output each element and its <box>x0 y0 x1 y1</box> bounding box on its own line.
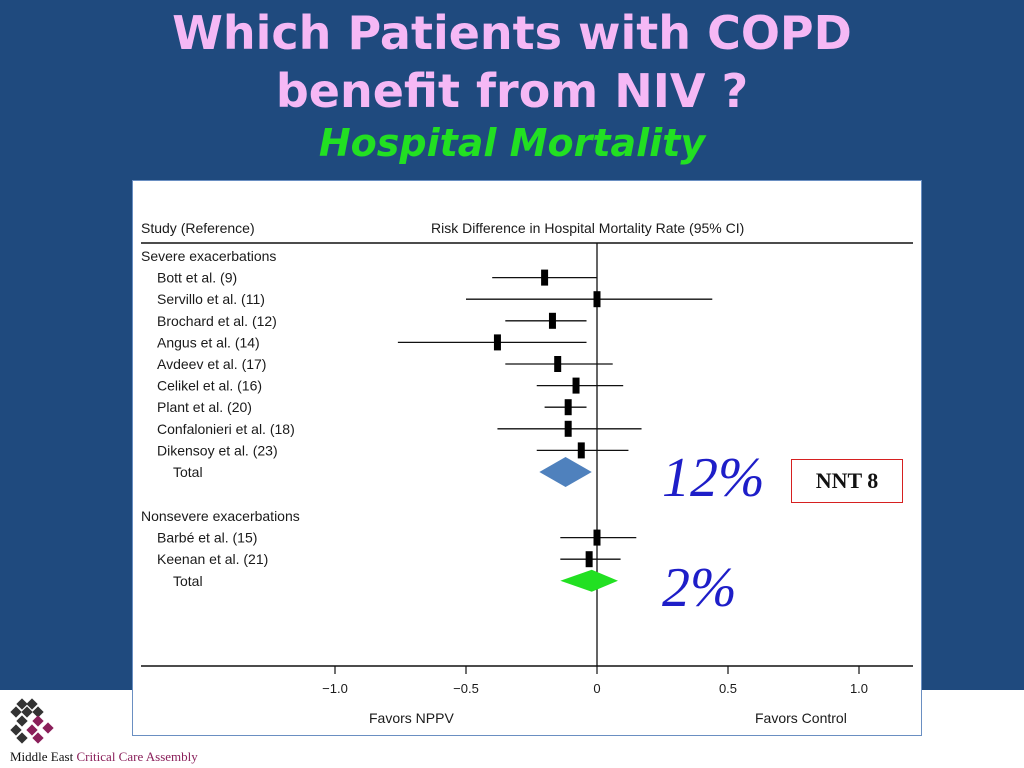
assembly-logo <box>10 698 54 744</box>
study-label: Plant et al. (20) <box>157 399 252 415</box>
forest-plot-panel: Study (Reference) Risk Difference in Hos… <box>132 180 922 736</box>
pooled-estimate-diamond <box>539 457 592 487</box>
org-name-part-2: Critical Care Assembly <box>76 749 198 764</box>
study-label: Brochard et al. (12) <box>157 313 277 329</box>
point-estimate-marker <box>564 399 572 416</box>
study-label: Bott et al. (9) <box>157 270 237 286</box>
title-block: Which Patients with COPD benefit from NI… <box>0 4 1024 166</box>
total-label: Total <box>173 464 203 480</box>
nnt-box: NNT 8 <box>791 459 903 503</box>
slide-title-line-2: benefit from NIV ? <box>275 64 749 118</box>
x-tick-label: 0 <box>593 681 600 696</box>
x-axis-ticks: −1.0 −0.5 0 0.5 1.0 <box>322 666 868 696</box>
point-estimate-marker <box>548 312 556 329</box>
point-estimate-marker <box>593 529 601 546</box>
study-label: Servillo et al. (11) <box>157 291 265 307</box>
column-header-risk-difference: Risk Difference in Hospital Mortality Ra… <box>431 220 744 236</box>
organization-name: Middle East Critical Care Assembly <box>10 749 198 765</box>
point-estimate-marker <box>577 442 585 459</box>
pooled-estimate-diamond <box>560 569 618 592</box>
slide-title-line-1: Which Patients with COPD <box>172 6 852 60</box>
study-label: Barbé et al. (15) <box>157 530 257 546</box>
org-name-part-1: Middle East <box>10 749 77 764</box>
point-estimate-marker <box>493 334 501 351</box>
x-tick-label: 0.5 <box>719 681 737 696</box>
x-label-left: Favors NPPV <box>369 710 454 726</box>
group-heading: Severe exacerbations <box>141 248 276 264</box>
study-label: Celikel et al. (16) <box>157 378 262 394</box>
slide-subtitle: Hospital Mortality <box>318 121 706 165</box>
study-label: Keenan et al. (21) <box>157 551 268 567</box>
point-estimate-marker <box>572 377 580 394</box>
study-label: Angus et al. (14) <box>157 334 260 350</box>
x-tick-label: −0.5 <box>453 681 479 696</box>
point-estimate-marker <box>585 551 593 568</box>
x-tick-label: −1.0 <box>322 681 348 696</box>
point-estimate-marker <box>554 356 562 372</box>
nonsevere-mortality-reduction: 2% <box>662 557 737 619</box>
point-estimate-marker <box>593 291 601 308</box>
group-heading: Nonsevere exacerbations <box>141 508 300 524</box>
forest-rows: Severe exacerbations Bott et al. (9) Servi… <box>141 248 713 592</box>
column-header-study: Study (Reference) <box>141 220 255 236</box>
study-label: Dikensoy et al. (23) <box>157 442 278 458</box>
point-estimate-marker <box>541 269 549 286</box>
study-label: Avdeev et al. (17) <box>157 356 266 372</box>
x-tick-label: 1.0 <box>850 681 868 696</box>
x-label-right: Favors Control <box>755 710 847 726</box>
severe-mortality-reduction: 12% <box>662 447 765 509</box>
study-label: Confalonieri et al. (18) <box>157 421 295 437</box>
forest-plot: Study (Reference) Risk Difference in Hos… <box>141 220 913 726</box>
total-label: Total <box>173 573 203 589</box>
point-estimate-marker <box>564 420 572 437</box>
